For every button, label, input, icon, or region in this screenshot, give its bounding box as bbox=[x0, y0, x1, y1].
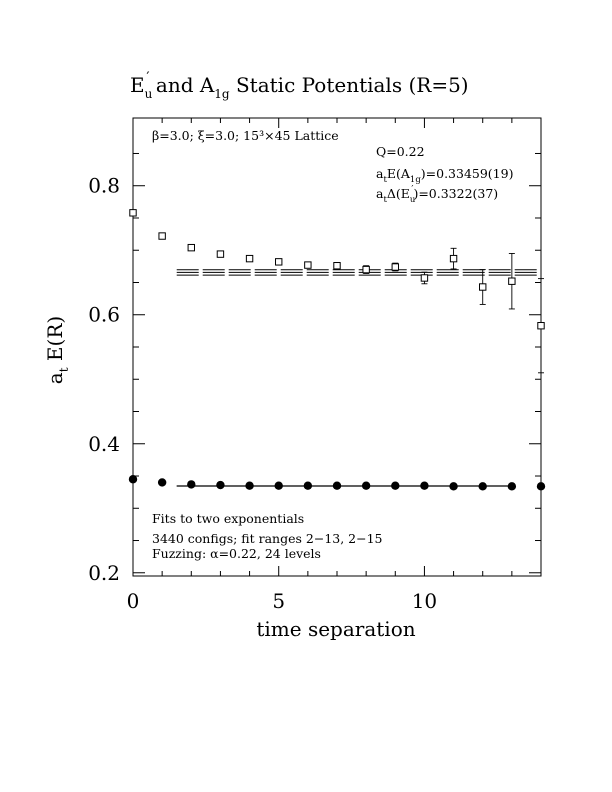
excited-state-point bbox=[304, 261, 312, 269]
x-tick-label: 0 bbox=[127, 589, 140, 613]
title-e-sub: u bbox=[145, 87, 153, 101]
annotation-energy-a1g: atE(A1g)=0.33459(19) bbox=[376, 166, 513, 185]
excited-state-point bbox=[187, 243, 195, 252]
ground-state-point bbox=[303, 481, 313, 490]
ground-state-point bbox=[391, 481, 400, 490]
y-axis-title: at E(R) bbox=[43, 316, 71, 384]
energy-b-pre: a bbox=[376, 186, 384, 201]
chart-title: Eu′ and A1g Static Potentials (R=5) bbox=[130, 70, 469, 101]
title-a-sub: 1g bbox=[214, 87, 230, 101]
x-tick-label: 5 bbox=[272, 589, 285, 613]
excited-state-point bbox=[275, 258, 283, 266]
energy-a-post: )=0.33459(19) bbox=[421, 166, 514, 181]
excited-state-point bbox=[362, 265, 370, 274]
x-axis-title: time separation bbox=[256, 617, 415, 641]
excited-state-point bbox=[158, 232, 166, 240]
excited-state-point bbox=[129, 209, 137, 217]
ground-state-point bbox=[216, 480, 225, 490]
annotation-energy-eu: atΔ(Eu′)=0.3322(37) bbox=[376, 185, 498, 205]
excited-state-point bbox=[245, 254, 254, 263]
energy-b-sub2: u bbox=[410, 195, 416, 205]
ground-state-point bbox=[187, 480, 196, 489]
ground-state-point bbox=[157, 478, 167, 487]
excited-state-point bbox=[420, 274, 429, 282]
excited-state-point bbox=[508, 277, 516, 285]
y-axis-title-a: a bbox=[43, 372, 67, 384]
title-e-prime: ′ bbox=[146, 70, 149, 86]
energy-a-mid: E(A bbox=[387, 166, 411, 181]
energy-b-mid: Δ(E bbox=[387, 186, 410, 201]
excited-state-point bbox=[449, 254, 458, 263]
fit-lines bbox=[176, 269, 541, 487]
annotation-q: Q=0.22 bbox=[376, 144, 425, 159]
annotation-fits: Fits to two exponentials bbox=[152, 511, 304, 526]
energy-a-sub2: 1g bbox=[410, 175, 421, 185]
ground-state-point bbox=[536, 482, 546, 491]
y-tick-label: 0.2 bbox=[88, 561, 120, 585]
ground-state-point bbox=[332, 481, 342, 490]
energy-b-prime: ′ bbox=[411, 185, 413, 195]
annotation-lattice: β=3.0; ξ=3.0; 15³×45 Lattice bbox=[152, 128, 339, 143]
y-tick-label: 0.4 bbox=[88, 432, 120, 456]
annotation-configs: 3440 configs; fit ranges 2−13, 2−15 bbox=[152, 531, 383, 546]
ground-state-point bbox=[507, 482, 517, 491]
energy-a-pre: a bbox=[376, 166, 384, 181]
excited-state-point bbox=[333, 262, 341, 270]
excited-state-point bbox=[479, 283, 487, 291]
x-tick-label: 10 bbox=[412, 589, 437, 613]
energy-b-sub1: t bbox=[383, 195, 387, 205]
title-and-a: and A bbox=[150, 73, 215, 97]
title-e: E bbox=[130, 73, 145, 97]
data-series bbox=[128, 209, 546, 491]
y-tick-label: 0.6 bbox=[88, 303, 120, 327]
y-tick-label: 0.8 bbox=[88, 174, 120, 198]
excited-state-point bbox=[391, 263, 399, 271]
excited-state-point bbox=[216, 250, 225, 258]
ground-state-point bbox=[274, 481, 283, 490]
ground-state-point bbox=[128, 475, 138, 484]
ground-state-point bbox=[420, 481, 429, 490]
energy-a-sub1: t bbox=[383, 175, 387, 185]
ground-state-point bbox=[478, 482, 487, 491]
ground-state-point bbox=[449, 482, 458, 491]
y-axis-title-sub: t bbox=[57, 367, 71, 372]
axis-ticks bbox=[132, 118, 541, 576]
excited-state-point bbox=[537, 322, 545, 330]
title-rest: Static Potentials (R=5) bbox=[230, 73, 469, 97]
axis-tick-labels: 0 5 10 0.2 0.4 0.6 0.8 bbox=[88, 174, 437, 613]
ground-state-point bbox=[361, 481, 371, 490]
ground-state-point bbox=[245, 481, 254, 490]
energy-b-post: )=0.3322(37) bbox=[413, 186, 498, 201]
y-axis-title-rest: E(R) bbox=[43, 316, 67, 368]
annotation-fuzzing: Fuzzing: α=0.22, 24 levels bbox=[152, 546, 321, 561]
